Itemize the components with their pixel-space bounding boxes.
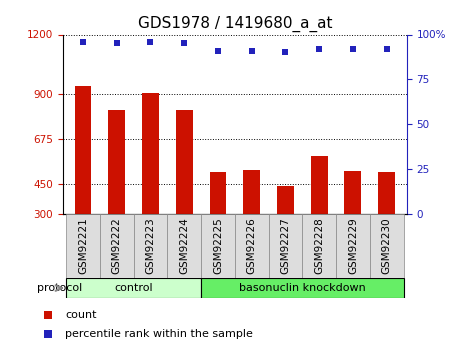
Text: GSM92227: GSM92227 <box>280 217 291 274</box>
Text: GSM92224: GSM92224 <box>179 217 189 274</box>
Text: percentile rank within the sample: percentile rank within the sample <box>65 329 253 339</box>
Text: GSM92228: GSM92228 <box>314 217 324 274</box>
Bar <box>201 214 235 278</box>
Point <box>315 46 323 52</box>
Point <box>45 331 52 337</box>
Text: GSM92229: GSM92229 <box>348 217 358 274</box>
Bar <box>142 93 159 274</box>
Bar <box>108 110 125 274</box>
Bar <box>370 214 404 278</box>
Bar <box>336 214 370 278</box>
Text: basonuclin knockdown: basonuclin knockdown <box>239 283 365 293</box>
Text: GSM92230: GSM92230 <box>382 217 392 274</box>
Point <box>113 41 120 46</box>
Text: GSM92222: GSM92222 <box>112 217 122 274</box>
Point <box>248 48 255 53</box>
Point <box>80 39 87 45</box>
Point <box>45 312 52 317</box>
Bar <box>378 172 395 274</box>
Bar <box>243 170 260 274</box>
Bar <box>201 278 404 298</box>
Point <box>349 46 357 52</box>
Bar <box>235 214 269 278</box>
Bar <box>269 214 302 278</box>
Bar <box>277 186 294 274</box>
Bar <box>302 214 336 278</box>
Point <box>180 41 188 46</box>
Point <box>383 46 390 52</box>
Text: GSM92226: GSM92226 <box>247 217 257 274</box>
Bar <box>66 278 201 298</box>
Text: control: control <box>114 283 153 293</box>
Text: GSM92223: GSM92223 <box>146 217 155 274</box>
Point <box>282 50 289 55</box>
Point <box>147 39 154 45</box>
Bar <box>167 214 201 278</box>
Title: GDS1978 / 1419680_a_at: GDS1978 / 1419680_a_at <box>138 16 332 32</box>
Bar <box>66 214 100 278</box>
Text: GSM92221: GSM92221 <box>78 217 88 274</box>
Bar <box>133 214 167 278</box>
Text: count: count <box>65 310 97 319</box>
Bar <box>210 172 226 274</box>
Text: GSM92225: GSM92225 <box>213 217 223 274</box>
Bar <box>311 156 328 274</box>
Bar <box>74 86 92 274</box>
Bar <box>100 214 133 278</box>
Point <box>214 48 222 53</box>
Bar <box>345 171 361 274</box>
Bar <box>176 110 193 274</box>
Text: protocol: protocol <box>38 283 83 293</box>
